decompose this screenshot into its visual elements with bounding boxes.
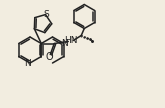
Text: S: S (44, 10, 49, 19)
Text: N: N (61, 38, 68, 48)
Text: HN: HN (65, 36, 78, 45)
Text: N: N (24, 59, 31, 68)
Text: O: O (45, 52, 53, 63)
